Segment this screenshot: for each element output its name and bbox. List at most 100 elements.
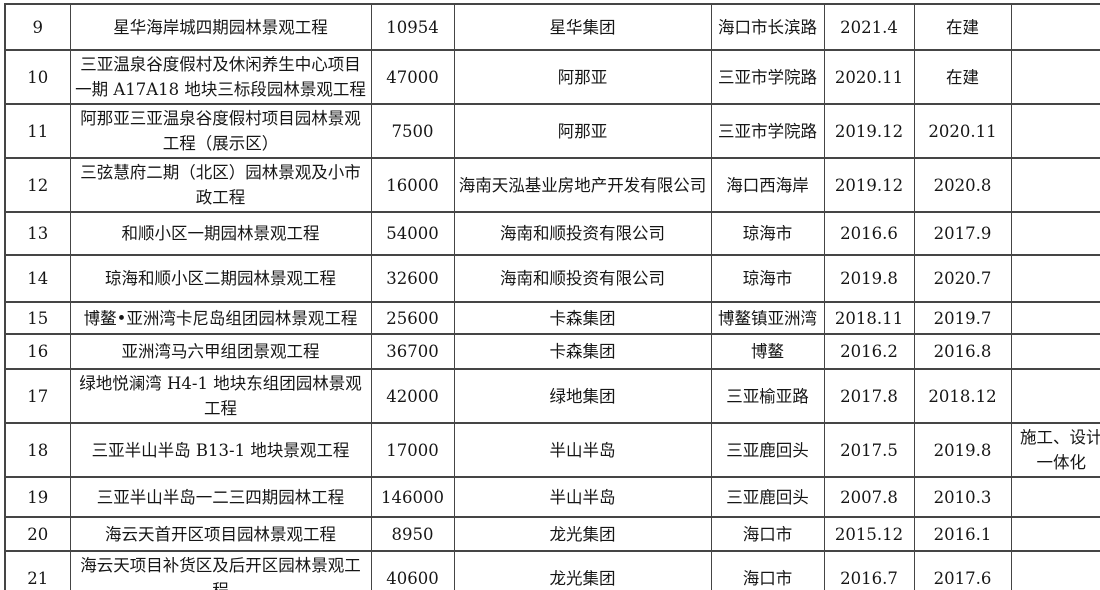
cell-row-number: 17 — [4, 368, 71, 424]
cell-row-number: 10 — [4, 49, 71, 105]
table-row: 19 三亚半山半岛一二三四期园林工程 146000 半山半岛 三亚鹿回头 200… — [4, 476, 1100, 518]
cell-area: 42000 — [370, 368, 455, 424]
table-row: 15 博鳌•亚洲湾卡尼岛组团园林景观工程 25600 卡森集团 博鳌镇亚洲湾 2… — [4, 301, 1100, 335]
cell-project-name: 星华海岸城四期园林景观工程 — [69, 3, 372, 51]
cell-note — [1010, 49, 1100, 105]
cell-project-name: 三亚半山半岛 B13-1 地块景观工程 — [69, 422, 372, 478]
cell-start-date: 2016.6 — [823, 211, 915, 256]
cell-area: 10954 — [370, 3, 455, 51]
cell-location: 三亚榆亚路 — [710, 368, 825, 424]
cell-end-date: 在建 — [913, 3, 1012, 51]
cell-end-date: 2019.7 — [913, 301, 1012, 335]
cell-area: 8950 — [370, 516, 455, 552]
table-row: 11 阿那亚三亚温泉谷度假村项目园林景观工程（展示区） 7500 阿那亚 三亚市… — [4, 103, 1100, 159]
cell-location: 博鳌 — [710, 333, 825, 370]
cell-location: 海口市 — [710, 550, 825, 590]
cell-company: 卡森集团 — [453, 333, 712, 370]
cell-area: 17000 — [370, 422, 455, 478]
cell-location: 三亚市学院路 — [710, 103, 825, 159]
cell-project-name: 琼海和顺小区二期园林景观工程 — [69, 254, 372, 303]
table-row: 20 海云天首开区项目园林景观工程 8950 龙光集团 海口市 2015.12 … — [4, 516, 1100, 552]
cell-company: 半山半岛 — [453, 422, 712, 478]
projects-table: 9 星华海岸城四期园林景观工程 10954 星华集团 海口市长滨路 2021.4… — [4, 3, 1100, 590]
cell-area: 146000 — [370, 476, 455, 518]
cell-note — [1010, 476, 1100, 518]
cell-note — [1010, 301, 1100, 335]
table-row: 16 亚洲湾马六甲组团景观工程 36700 卡森集团 博鳌 2016.2 201… — [4, 333, 1100, 370]
cell-project-name: 海云天首开区项目园林景观工程 — [69, 516, 372, 552]
cell-row-number: 19 — [4, 476, 71, 518]
cell-project-name: 三弦慧府二期（北区）园林景观及小市政工程 — [69, 157, 372, 213]
cell-end-date: 2019.8 — [913, 422, 1012, 478]
cell-project-name: 和顺小区一期园林景观工程 — [69, 211, 372, 256]
cell-row-number: 12 — [4, 157, 71, 213]
cell-end-date: 在建 — [913, 49, 1012, 105]
cell-row-number: 15 — [4, 301, 71, 335]
cell-note — [1010, 103, 1100, 159]
table-body: 9 星华海岸城四期园林景观工程 10954 星华集团 海口市长滨路 2021.4… — [4, 3, 1100, 590]
cell-end-date: 2016.8 — [913, 333, 1012, 370]
cell-location: 三亚鹿回头 — [710, 422, 825, 478]
cell-start-date: 2007.8 — [823, 476, 915, 518]
cell-start-date: 2019.12 — [823, 157, 915, 213]
cell-end-date: 2016.1 — [913, 516, 1012, 552]
cell-start-date: 2019.12 — [823, 103, 915, 159]
cell-start-date: 2018.11 — [823, 301, 915, 335]
cell-project-name: 博鳌•亚洲湾卡尼岛组团园林景观工程 — [69, 301, 372, 335]
cell-company: 海南和顺投资有限公司 — [453, 254, 712, 303]
table-row: 10 三亚温泉谷度假村及休闲养生中心项目一期 A17A18 地块三标段园林景观工… — [4, 49, 1100, 105]
cell-area: 47000 — [370, 49, 455, 105]
cell-location: 三亚市学院路 — [710, 49, 825, 105]
cell-company: 龙光集团 — [453, 550, 712, 590]
cell-area: 16000 — [370, 157, 455, 213]
cell-company: 海南天泓基业房地产开发有限公司 — [453, 157, 712, 213]
cell-project-name: 三亚半山半岛一二三四期园林工程 — [69, 476, 372, 518]
cell-location: 三亚鹿回头 — [710, 476, 825, 518]
cell-location: 琼海市 — [710, 211, 825, 256]
cell-project-name: 阿那亚三亚温泉谷度假村项目园林景观工程（展示区） — [69, 103, 372, 159]
cell-row-number: 21 — [4, 550, 71, 590]
table-row: 17 绿地悦澜湾 H4-1 地块东组团园林景观工程 42000 绿地集团 三亚榆… — [4, 368, 1100, 424]
cell-row-number: 9 — [4, 3, 71, 51]
cell-end-date: 2018.12 — [913, 368, 1012, 424]
cell-area: 54000 — [370, 211, 455, 256]
cell-start-date: 2019.8 — [823, 254, 915, 303]
cell-start-date: 2016.2 — [823, 333, 915, 370]
cell-company: 星华集团 — [453, 3, 712, 51]
cell-note — [1010, 333, 1100, 370]
cell-end-date: 2020.7 — [913, 254, 1012, 303]
table-row: 9 星华海岸城四期园林景观工程 10954 星华集团 海口市长滨路 2021.4… — [4, 3, 1100, 51]
cell-note — [1010, 3, 1100, 51]
cell-start-date: 2017.5 — [823, 422, 915, 478]
cell-row-number: 11 — [4, 103, 71, 159]
cell-project-name: 海云天项目补货区及后开区园林景观工程 — [69, 550, 372, 590]
cell-company: 半山半岛 — [453, 476, 712, 518]
cell-start-date: 2015.12 — [823, 516, 915, 552]
cell-note — [1010, 211, 1100, 256]
cell-location: 海口西海岸 — [710, 157, 825, 213]
cell-start-date: 2016.7 — [823, 550, 915, 590]
cell-row-number: 16 — [4, 333, 71, 370]
cell-company: 绿地集团 — [453, 368, 712, 424]
table-row: 13 和顺小区一期园林景观工程 54000 海南和顺投资有限公司 琼海市 201… — [4, 211, 1100, 256]
cell-project-name: 绿地悦澜湾 H4-1 地块东组团园林景观工程 — [69, 368, 372, 424]
cell-end-date: 2017.6 — [913, 550, 1012, 590]
cell-row-number: 18 — [4, 422, 71, 478]
cell-end-date: 2020.11 — [913, 103, 1012, 159]
table-row: 12 三弦慧府二期（北区）园林景观及小市政工程 16000 海南天泓基业房地产开… — [4, 157, 1100, 213]
cell-location: 博鳌镇亚洲湾 — [710, 301, 825, 335]
cell-row-number: 20 — [4, 516, 71, 552]
cell-row-number: 14 — [4, 254, 71, 303]
table-row: 14 琼海和顺小区二期园林景观工程 32600 海南和顺投资有限公司 琼海市 2… — [4, 254, 1100, 303]
cell-area: 32600 — [370, 254, 455, 303]
cell-company: 卡森集团 — [453, 301, 712, 335]
cell-project-name: 三亚温泉谷度假村及休闲养生中心项目一期 A17A18 地块三标段园林景观工程 — [69, 49, 372, 105]
cell-note — [1010, 550, 1100, 590]
cell-area: 36700 — [370, 333, 455, 370]
cell-company: 阿那亚 — [453, 49, 712, 105]
cell-end-date: 2010.3 — [913, 476, 1012, 518]
cell-area: 25600 — [370, 301, 455, 335]
cell-location: 琼海市 — [710, 254, 825, 303]
cell-company: 龙光集团 — [453, 516, 712, 552]
cell-company: 海南和顺投资有限公司 — [453, 211, 712, 256]
